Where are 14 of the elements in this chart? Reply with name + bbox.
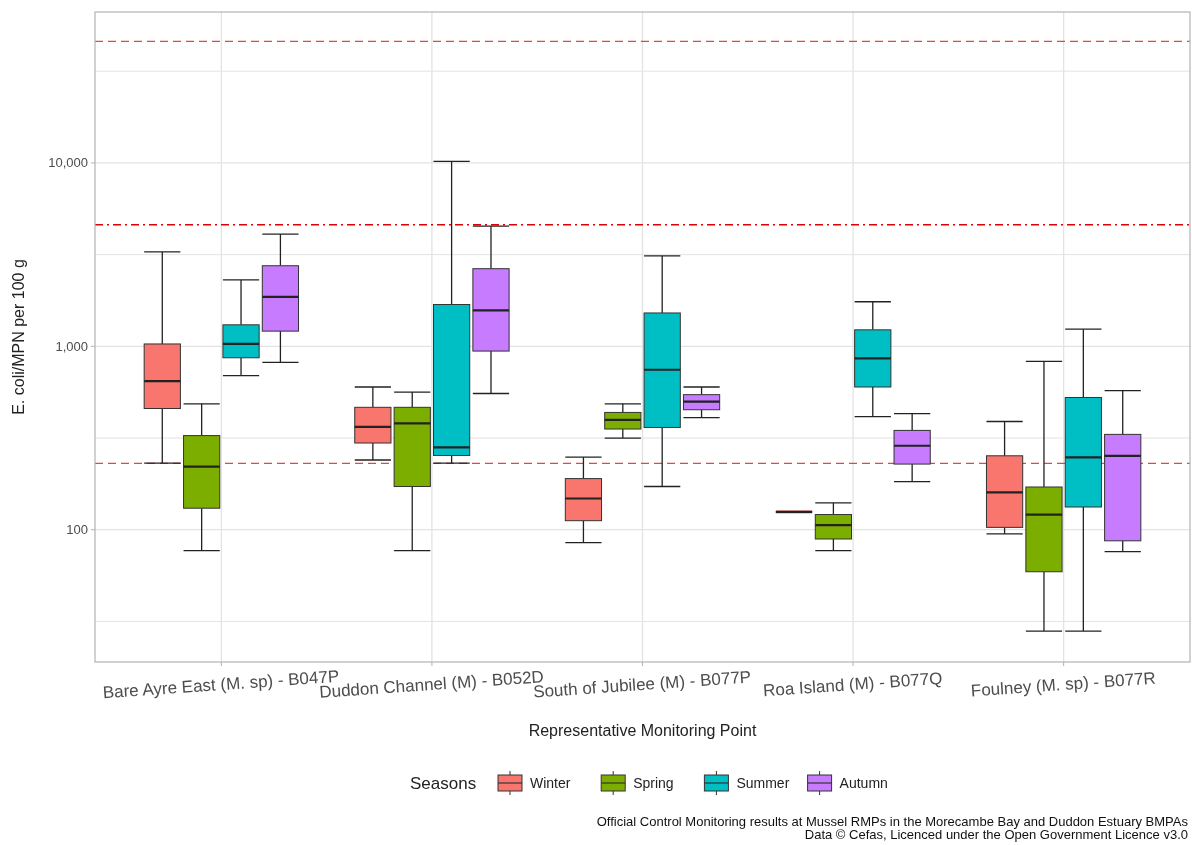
legend-label: Autumn [839, 775, 888, 791]
legend-title: Seasons [410, 774, 477, 793]
x-tick-label: Foulney (M. sp) - B077R [970, 668, 1157, 701]
legend-label: Winter [530, 775, 571, 791]
y-axis-title: E. coli/MPN per 100 g [10, 259, 27, 415]
x-axis-title: Representative Monitoring Point [528, 722, 757, 739]
x-tick-label: Roa Island (M) - B077Q [762, 668, 943, 701]
legend-label: Spring [633, 775, 674, 791]
y-tick-label: 1,000 [55, 338, 88, 354]
text: Data © Cefas, Licenced under the Open Government Licence v3.0 [804, 827, 1188, 842]
y-tick-label: 10,000 [48, 155, 88, 171]
y-tick-label: 100 [66, 522, 88, 538]
legend-label: Summer [736, 775, 790, 791]
text: Official Control Monitoring results at Mussel RMPs in the Morecambe Bay and Duddon Estuary BMPAs [596, 814, 1189, 829]
